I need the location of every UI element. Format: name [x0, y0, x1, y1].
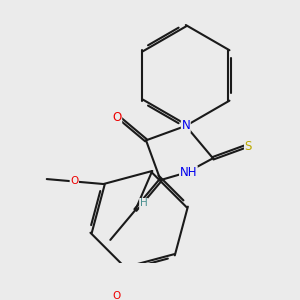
- Text: S: S: [244, 140, 252, 152]
- Text: O: O: [112, 111, 122, 124]
- Text: O: O: [112, 291, 120, 300]
- Text: O: O: [70, 176, 78, 187]
- Text: N: N: [182, 119, 190, 132]
- Text: NH: NH: [180, 166, 197, 179]
- Text: H: H: [140, 199, 147, 208]
